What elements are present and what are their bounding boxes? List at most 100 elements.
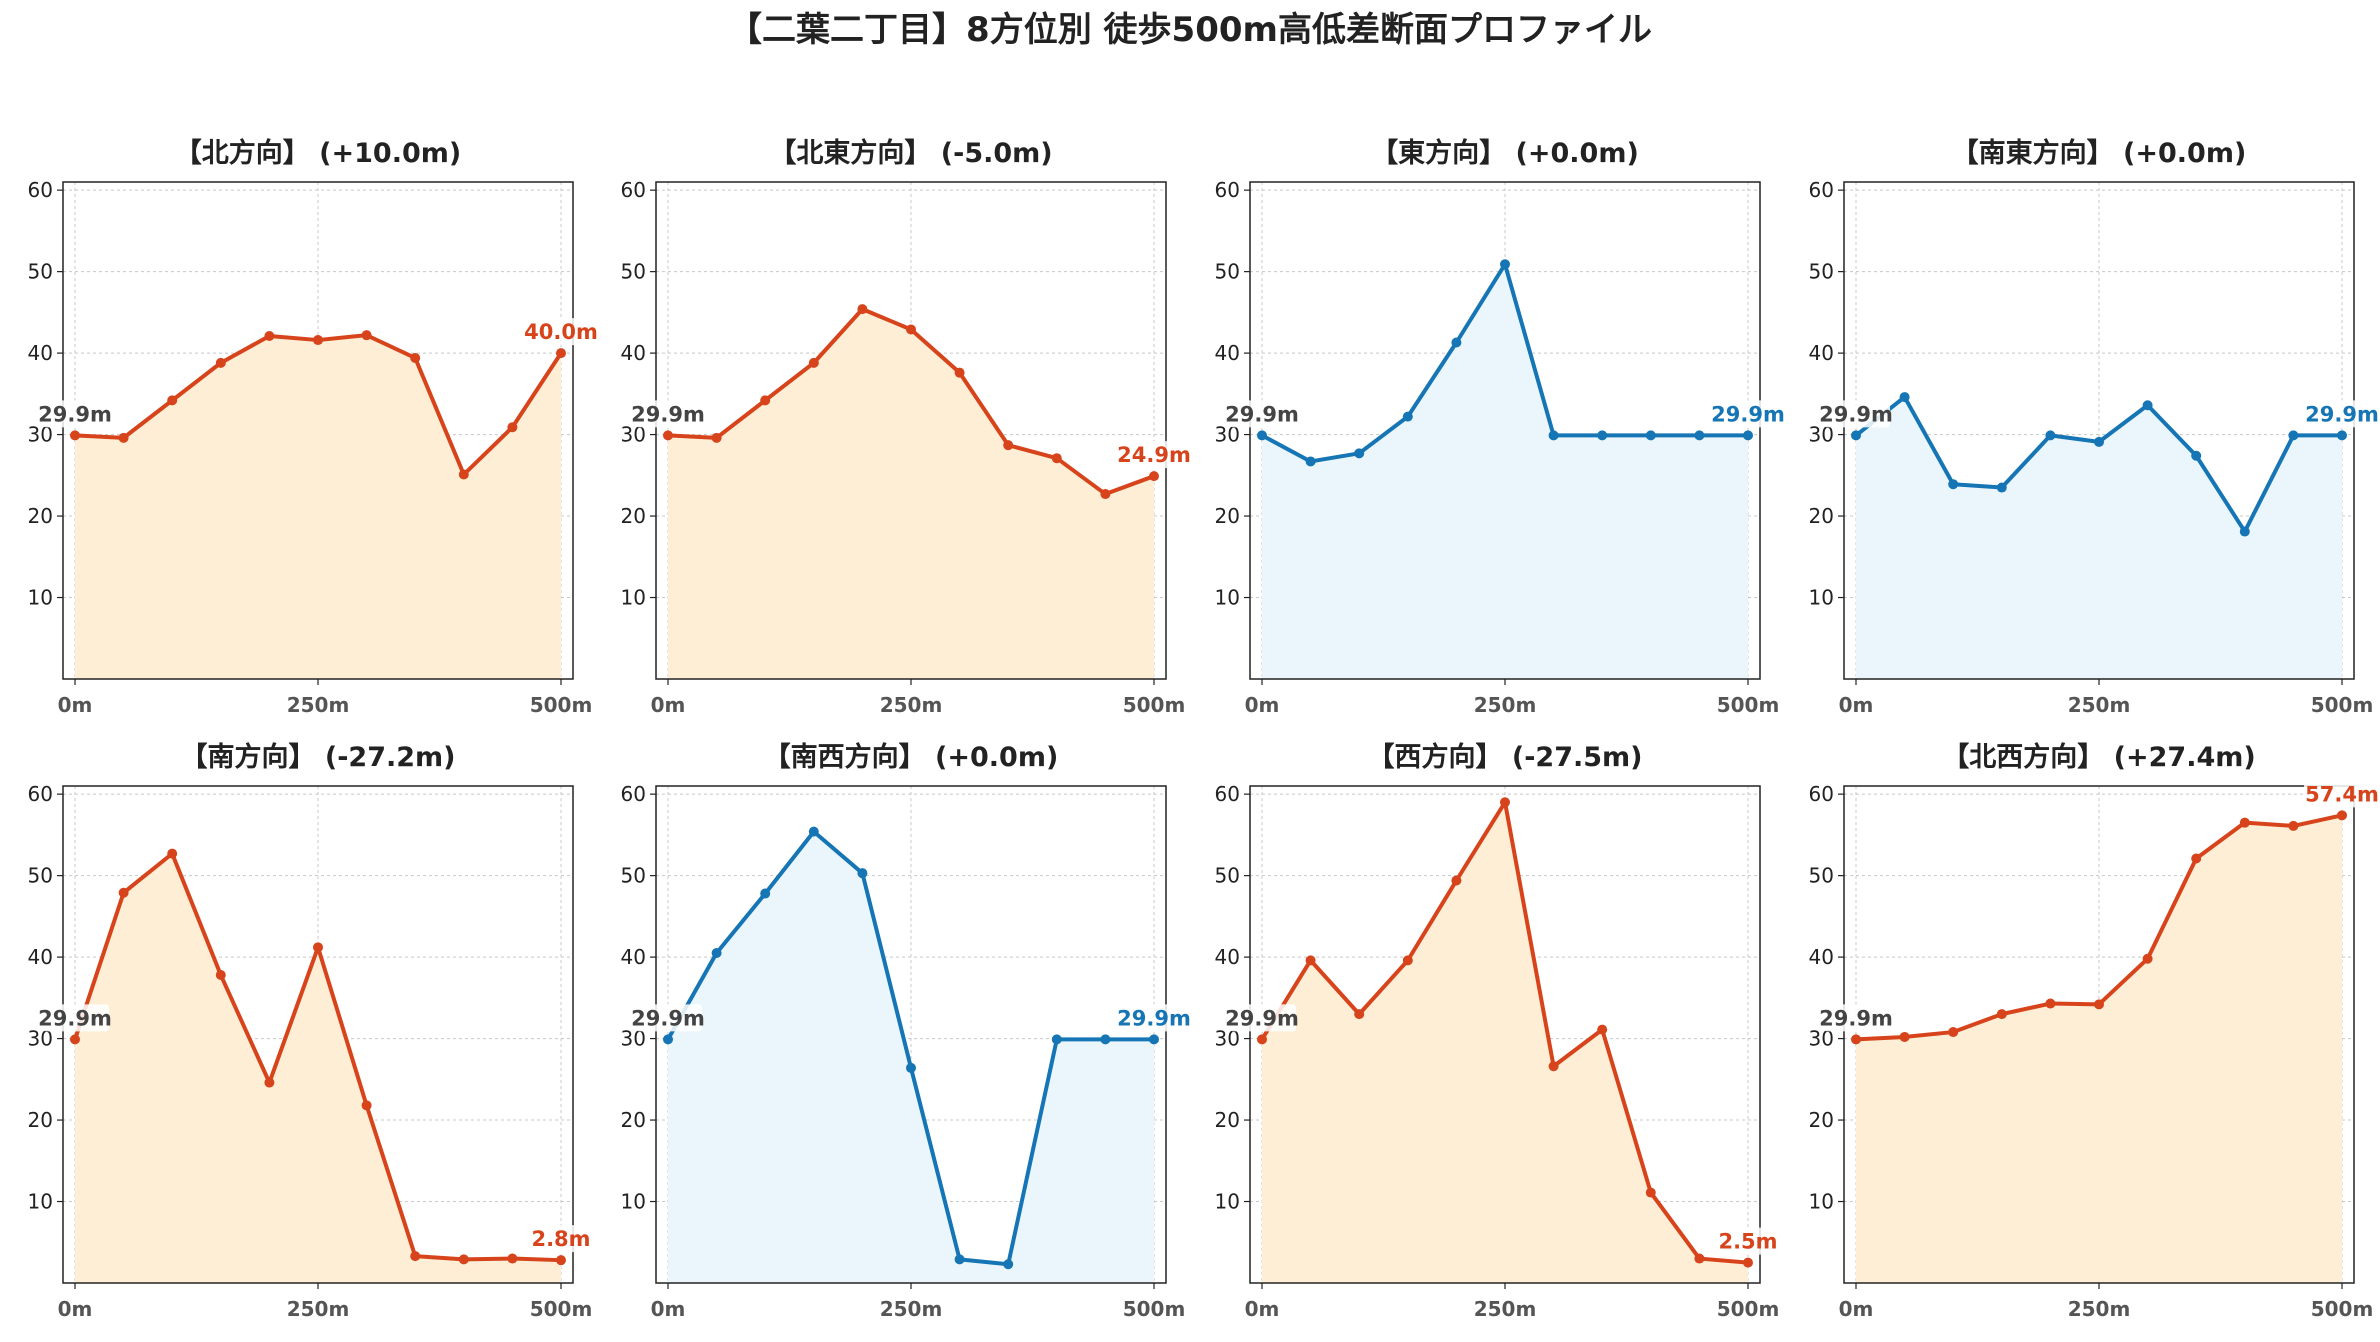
y-tick-label: 10 bbox=[1809, 1190, 1834, 1214]
data-point bbox=[1899, 1031, 1910, 1042]
data-point bbox=[2191, 450, 2202, 461]
x-tick-label: 250m bbox=[287, 1297, 350, 1321]
data-point bbox=[906, 1062, 916, 1073]
data-point bbox=[1354, 1009, 1365, 1020]
y-tick-label: 10 bbox=[621, 1190, 646, 1214]
elevation-area bbox=[668, 309, 1154, 679]
end-label-bg bbox=[1710, 1227, 1786, 1255]
data-point bbox=[313, 942, 323, 953]
start-label-bg bbox=[1230, 400, 1296, 428]
y-tick-label: 60 bbox=[1215, 782, 1240, 806]
y-tick-label: 20 bbox=[1215, 1108, 1240, 1132]
y-tick-label: 50 bbox=[28, 260, 53, 284]
start-label-bg bbox=[1824, 1004, 1890, 1032]
data-point bbox=[264, 1077, 275, 1088]
panel-title: 【南方向】 (-27.2m) bbox=[180, 741, 455, 773]
data-point bbox=[1597, 430, 1608, 441]
x-tick-label: 500m bbox=[1123, 1297, 1186, 1321]
data-point bbox=[711, 432, 722, 443]
data-point bbox=[1257, 1034, 1267, 1045]
end-label-bg bbox=[523, 1225, 599, 1253]
y-tick-label: 60 bbox=[621, 178, 646, 202]
data-point bbox=[857, 304, 868, 315]
y-tick-label: 20 bbox=[28, 1108, 53, 1132]
data-point bbox=[458, 469, 469, 480]
data-point bbox=[1257, 430, 1267, 441]
y-tick-label: 40 bbox=[28, 341, 53, 365]
data-point bbox=[118, 887, 129, 898]
data-point bbox=[1996, 1009, 2007, 1020]
data-point bbox=[264, 330, 275, 341]
data-point bbox=[857, 868, 868, 879]
x-tick-label: 500m bbox=[1717, 1297, 1780, 1321]
end-elevation-label: 2.8m bbox=[531, 1227, 590, 1251]
y-tick-label: 20 bbox=[1215, 504, 1240, 528]
x-tick-label: 0m bbox=[651, 693, 686, 717]
chart-panel: 【南東方向】 (+0.0m) 10 20 30 40 50 60 0m 250m 500m 29.9… bbox=[1796, 128, 2380, 738]
panel-title: 【南東方向】 (+0.0m) bbox=[1952, 137, 2247, 169]
x-tick-label: 0m bbox=[58, 693, 93, 717]
data-point bbox=[1451, 875, 1462, 886]
data-point bbox=[458, 1254, 469, 1265]
end-elevation-label: 29.9m bbox=[1117, 1006, 1191, 1030]
data-point bbox=[1305, 456, 1316, 467]
start-label-bg bbox=[1824, 400, 1890, 428]
data-point bbox=[167, 848, 178, 859]
data-point bbox=[2142, 400, 2153, 411]
end-elevation-label: 24.9m bbox=[1117, 443, 1191, 467]
data-point bbox=[118, 432, 129, 443]
data-point bbox=[906, 324, 916, 335]
x-tick-label: 500m bbox=[1717, 693, 1780, 717]
data-point bbox=[2337, 430, 2347, 441]
data-point bbox=[1948, 479, 1959, 490]
data-point bbox=[1899, 392, 1910, 403]
y-tick-label: 50 bbox=[1809, 260, 1834, 284]
data-point bbox=[1743, 1257, 1753, 1268]
x-tick-label: 500m bbox=[1123, 693, 1186, 717]
panel-title: 【東方向】 (+0.0m) bbox=[1371, 137, 1639, 169]
data-point bbox=[2239, 817, 2250, 828]
end-label-bg bbox=[2304, 400, 2380, 428]
start-label-bg bbox=[1230, 1004, 1296, 1032]
data-point bbox=[556, 348, 566, 359]
x-tick-label: 500m bbox=[2311, 693, 2374, 717]
panel-title: 【北西方向】 (+27.4m) bbox=[1942, 741, 2255, 773]
end-label-bg bbox=[1710, 400, 1786, 428]
data-point bbox=[1354, 448, 1365, 459]
data-point bbox=[167, 395, 178, 406]
chart-panel: 【東方向】 (+0.0m) 10 20 30 40 50 60 0m 250m 500m 29.9m… bbox=[1202, 128, 1786, 738]
y-tick-label: 10 bbox=[28, 586, 53, 610]
y-tick-label: 40 bbox=[1215, 945, 1240, 969]
data-point bbox=[1149, 1034, 1159, 1045]
data-point bbox=[1645, 1187, 1656, 1198]
y-tick-label: 40 bbox=[1215, 341, 1240, 365]
start-elevation-label: 29.9m bbox=[38, 1006, 112, 1030]
panel-title: 【西方向】 (-27.5m) bbox=[1367, 741, 1642, 773]
chart-panel: 【北東方向】 (-5.0m) 10 20 30 40 50 60 0m 250m 500m 29.9… bbox=[608, 128, 1192, 738]
data-point bbox=[663, 430, 673, 441]
data-point bbox=[507, 422, 518, 433]
start-label-bg bbox=[43, 1004, 109, 1032]
panel-title: 【北方向】 (+10.0m) bbox=[175, 137, 461, 169]
elevation-area bbox=[1856, 397, 2342, 679]
start-elevation-label: 29.9m bbox=[38, 402, 112, 426]
start-elevation-label: 29.9m bbox=[1819, 1006, 1893, 1030]
y-tick-label: 20 bbox=[1809, 1108, 1834, 1132]
chart-panel: 【南西方向】 (+0.0m) 10 20 30 40 50 60 0m 250m 500m 29.9… bbox=[608, 732, 1192, 1342]
data-point bbox=[2288, 820, 2299, 831]
end-label-bg bbox=[1116, 1004, 1192, 1032]
data-point bbox=[361, 330, 372, 341]
data-point bbox=[215, 357, 226, 368]
start-elevation-label: 29.9m bbox=[631, 402, 705, 426]
data-point bbox=[1402, 955, 1413, 966]
data-point bbox=[1548, 430, 1559, 441]
y-tick-label: 40 bbox=[28, 945, 53, 969]
y-tick-label: 50 bbox=[28, 864, 53, 888]
x-tick-label: 250m bbox=[2068, 693, 2131, 717]
data-point bbox=[1451, 337, 1462, 348]
elevation-area bbox=[1262, 802, 1748, 1283]
data-point bbox=[1851, 430, 1861, 441]
